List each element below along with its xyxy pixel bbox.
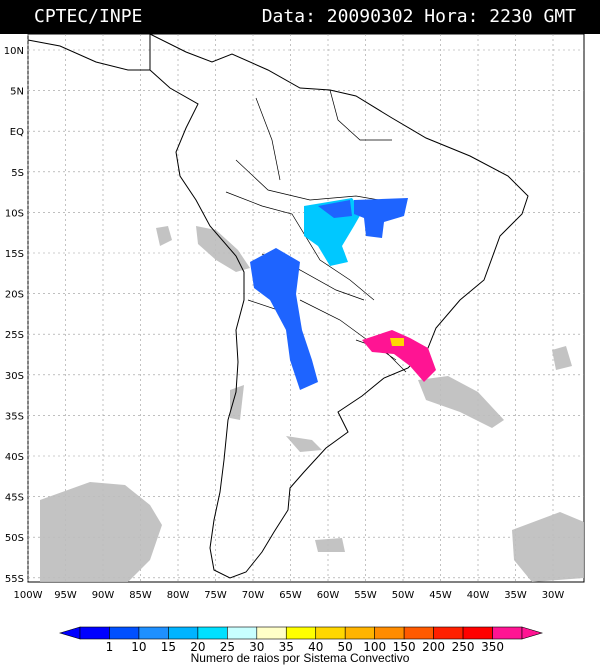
colorbar-swatch xyxy=(462,626,493,640)
colorbar-swatch xyxy=(344,626,375,640)
colorbar-level-label: 25 xyxy=(220,640,235,654)
lat-tick-label: 20S xyxy=(5,290,24,301)
lat-tick-label: 50S xyxy=(5,533,24,544)
colorbar-level-label: 15 xyxy=(161,640,176,654)
lon-tick-label: 80W xyxy=(167,590,190,601)
convective-system-south-brazil-yellow xyxy=(390,338,404,346)
colorbar-swatch xyxy=(315,626,346,640)
colorbar-level-label: 50 xyxy=(338,640,353,654)
lat-tick-label: 5S xyxy=(11,168,24,179)
colorbar-level-label: 20 xyxy=(190,640,205,654)
colorbar-title: Numero de raios por Sistema Convectivo xyxy=(191,651,410,665)
colorbar-swatch xyxy=(374,626,405,640)
colorbar-arrow-left xyxy=(58,626,81,640)
lon-tick-label: 35W xyxy=(504,590,527,601)
lon-tick-label: 30W xyxy=(542,590,565,601)
cloud-patch-uruguay-offshore xyxy=(418,376,504,428)
colorbar-swatch xyxy=(109,626,140,640)
colorbar-level-label: 35 xyxy=(279,640,294,654)
datetime-label: Data: 20090302 Hora: 2230 GMT xyxy=(261,6,576,27)
longitude-labels: 100W 95W 90W 85W 80W 75W 70W 65W 60W 55W 50W 45W 40W… xyxy=(14,590,565,601)
convective-system-south-brazil-magenta xyxy=(362,330,436,382)
convective-system-para-blue xyxy=(354,198,408,238)
latitude-labels: 10N 5N EQ 5S 10S 15S 20S 25S 30S 35S 40S 45S 50S 55S xyxy=(4,46,24,585)
lat-tick-label: 35S xyxy=(5,411,24,422)
cloud-patch-patagonia xyxy=(315,538,345,552)
lat-tick-label: EQ xyxy=(10,127,24,138)
colorbar: 1 10 15 20 25 30 35 40 50 100 150 200 250 350 xyxy=(58,626,544,654)
lon-tick-label: 70W xyxy=(242,590,265,601)
cloud-patch-east xyxy=(552,346,572,370)
lon-tick-label: 55W xyxy=(354,590,377,601)
lon-tick-label: 60W xyxy=(317,590,340,601)
colorbar-swatch xyxy=(285,626,317,640)
lat-tick-label: 40S xyxy=(5,452,24,463)
south-america-coastline xyxy=(149,34,529,579)
colorbar-level-label: 350 xyxy=(481,640,504,654)
lon-tick-label: 95W xyxy=(54,590,77,601)
central-america-coastline xyxy=(27,39,150,71)
colorbar-swatch xyxy=(403,626,434,640)
cloud-patch-peru-coast xyxy=(196,226,250,272)
colorbar-swatch xyxy=(227,626,258,640)
colorbar-level-label: 10 xyxy=(131,640,146,654)
cloud-patch-chile xyxy=(230,385,244,420)
grid-lines xyxy=(27,34,584,582)
colorbar-swatch xyxy=(256,626,287,640)
lat-tick-label: 30S xyxy=(5,371,24,382)
lat-tick-label: 45S xyxy=(5,493,24,504)
colorbar-swatch xyxy=(492,626,523,640)
lat-tick-label: 25S xyxy=(5,330,24,341)
lightning-map: 10N5NEQ5S10S15S20S25S30S35S40S45S50S55S … xyxy=(4,34,585,665)
colorbar-level-label: 100 xyxy=(363,640,386,654)
colorbar-swatch xyxy=(197,626,228,640)
lat-tick-label: 55S xyxy=(5,574,24,585)
cloud-patch-south-pacific xyxy=(40,482,162,582)
lon-tick-label: 90W xyxy=(92,590,115,601)
cloud-patch-south-atlantic xyxy=(512,512,584,582)
lat-tick-label: 15S xyxy=(5,249,24,260)
lon-tick-label: 75W xyxy=(204,590,227,601)
lon-tick-label: 65W xyxy=(279,590,302,601)
colorbar-swatch xyxy=(168,626,199,640)
colorbar-swatch xyxy=(433,626,464,640)
colorbar-swatch xyxy=(79,626,110,640)
colorbar-level-label: 250 xyxy=(452,640,475,654)
convective-system-chaco-blue xyxy=(250,248,318,390)
source-label: CPTEC/INPE xyxy=(34,6,143,27)
lat-tick-label: 10N xyxy=(4,46,24,57)
lat-tick-label: 10S xyxy=(5,208,24,219)
lat-tick-label: 5N xyxy=(10,87,24,98)
convective-system-amazon-blue xyxy=(318,200,352,218)
colorbar-level-label: 40 xyxy=(308,640,323,654)
colorbar-level-label: 1 xyxy=(106,640,114,654)
lon-tick-label: 40W xyxy=(467,590,490,601)
lon-tick-label: 45W xyxy=(429,590,452,601)
map-header: CPTEC/INPE Data: 20090302 Hora: 2230 GMT xyxy=(0,0,600,34)
cloud-patch-pacific-west xyxy=(156,226,172,246)
lon-tick-label: 85W xyxy=(129,590,152,601)
cloud-cover xyxy=(40,226,584,582)
colorbar-arrow-right xyxy=(521,626,544,640)
cloud-patch-argentina xyxy=(286,436,322,452)
lon-tick-label: 100W xyxy=(14,590,43,601)
colorbar-level-label: 200 xyxy=(422,640,445,654)
colorbar-swatch xyxy=(138,626,169,640)
colorbar-level-label: 30 xyxy=(249,640,264,654)
lon-tick-label: 50W xyxy=(392,590,415,601)
convective-systems xyxy=(250,198,436,390)
colorbar-level-label: 150 xyxy=(393,640,416,654)
